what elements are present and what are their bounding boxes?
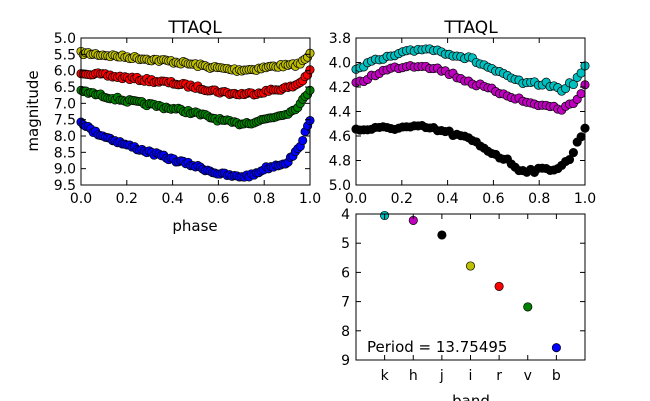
data-point bbox=[564, 155, 575, 165]
x-tick-label: 0.4 bbox=[436, 191, 458, 207]
x-tick-label: h bbox=[409, 368, 418, 384]
x-tick-label: j bbox=[439, 368, 444, 384]
y-tick-label: 9 bbox=[341, 353, 350, 369]
x-tick-label: 0.0 bbox=[345, 191, 367, 207]
y-tick-label: 7 bbox=[341, 295, 350, 311]
y-tick-label: 4.4 bbox=[329, 105, 351, 121]
data-point bbox=[568, 148, 578, 158]
x-tick-label: 0.8 bbox=[528, 191, 550, 207]
panel-title: TTAQL bbox=[167, 18, 222, 38]
y-tick-label: 4.0 bbox=[329, 56, 351, 72]
x-tick-label: 0.6 bbox=[207, 191, 229, 207]
data-marks bbox=[76, 46, 315, 182]
y-tick-label: 5.5 bbox=[54, 47, 76, 63]
x-axis-label: band bbox=[452, 392, 490, 401]
series-3 bbox=[76, 115, 315, 182]
panel-phase-magnitude: TTAQL phase magnitude 0.0 0.2 0.4 0.6 0.8 1.0… bbox=[24, 18, 321, 235]
x-tick-label: 0.4 bbox=[161, 191, 183, 207]
band-point bbox=[551, 343, 561, 353]
x-tick-label: b bbox=[552, 368, 561, 384]
series-2 bbox=[76, 85, 315, 130]
x-tick-label: 0.0 bbox=[70, 191, 92, 207]
x-tick-label: r bbox=[496, 368, 502, 384]
x-tick-label: 1.0 bbox=[574, 191, 596, 207]
y-tick-label: 6.5 bbox=[54, 80, 76, 96]
y-tick-label: 3.8 bbox=[329, 31, 351, 47]
data-point bbox=[298, 135, 308, 146]
y-tick-label: 4 bbox=[341, 207, 350, 223]
y-tick-label: 5.0 bbox=[54, 31, 76, 47]
y-tick-label: 8.5 bbox=[54, 145, 76, 161]
y-axis-label: magnitude bbox=[24, 70, 42, 151]
y-tick-label: 9.5 bbox=[54, 178, 76, 194]
period-annotation: Period = 13.75495 bbox=[367, 338, 507, 356]
y-tick-label: 8 bbox=[341, 324, 350, 340]
band-point bbox=[523, 302, 533, 312]
y-tick-label: 7.0 bbox=[54, 96, 76, 112]
x-tick-label: 0.6 bbox=[482, 191, 504, 207]
x-tick-label: 0.2 bbox=[116, 191, 138, 207]
y-tick-label: 5.0 bbox=[329, 178, 351, 194]
band-point bbox=[465, 261, 476, 271]
x-axis-label: phase bbox=[172, 217, 217, 235]
y-tick-label: 4.6 bbox=[329, 129, 351, 145]
x-tick-label: 1.0 bbox=[299, 191, 321, 207]
data-point bbox=[576, 89, 586, 99]
data-marks bbox=[351, 44, 590, 177]
x-tick-label: v bbox=[524, 368, 532, 384]
y-tick-label: 4.2 bbox=[329, 80, 351, 96]
data-marks bbox=[380, 210, 561, 353]
y-tick-label: 6 bbox=[341, 265, 350, 281]
x-tick-label: 0.8 bbox=[253, 191, 275, 207]
y-tick-label: 4.8 bbox=[329, 154, 351, 170]
band-point bbox=[437, 230, 447, 240]
series-1 bbox=[76, 65, 315, 100]
series-1 bbox=[351, 61, 590, 115]
series-2 bbox=[351, 120, 590, 177]
y-tick-label: 5 bbox=[341, 236, 350, 252]
panel-band-magnitude: band Period = 13.75495 k h j i r v b 4 5 6 7 8 9 bbox=[341, 207, 586, 401]
x-tick-label: k bbox=[381, 368, 390, 384]
y-tick-label: 8.0 bbox=[54, 129, 76, 145]
plot-frame bbox=[80, 37, 311, 186]
panel-title: TTAQL bbox=[443, 18, 498, 38]
data-point bbox=[568, 79, 578, 90]
panel-phase-magnitude-ir: TTAQL 0.0 0.2 0.4 0.6 0.8 1.0 3.8 4.0 4.2 4.4 4.6 4… bbox=[329, 18, 596, 207]
data-point bbox=[576, 132, 586, 142]
y-tick-label: 9.0 bbox=[54, 162, 76, 178]
x-tick-label: i bbox=[469, 368, 473, 384]
x-tick-label: 0.2 bbox=[391, 191, 413, 207]
y-tick-label: 6.0 bbox=[54, 64, 76, 80]
band-point bbox=[494, 281, 504, 291]
y-tick-label: 7.5 bbox=[54, 113, 76, 129]
